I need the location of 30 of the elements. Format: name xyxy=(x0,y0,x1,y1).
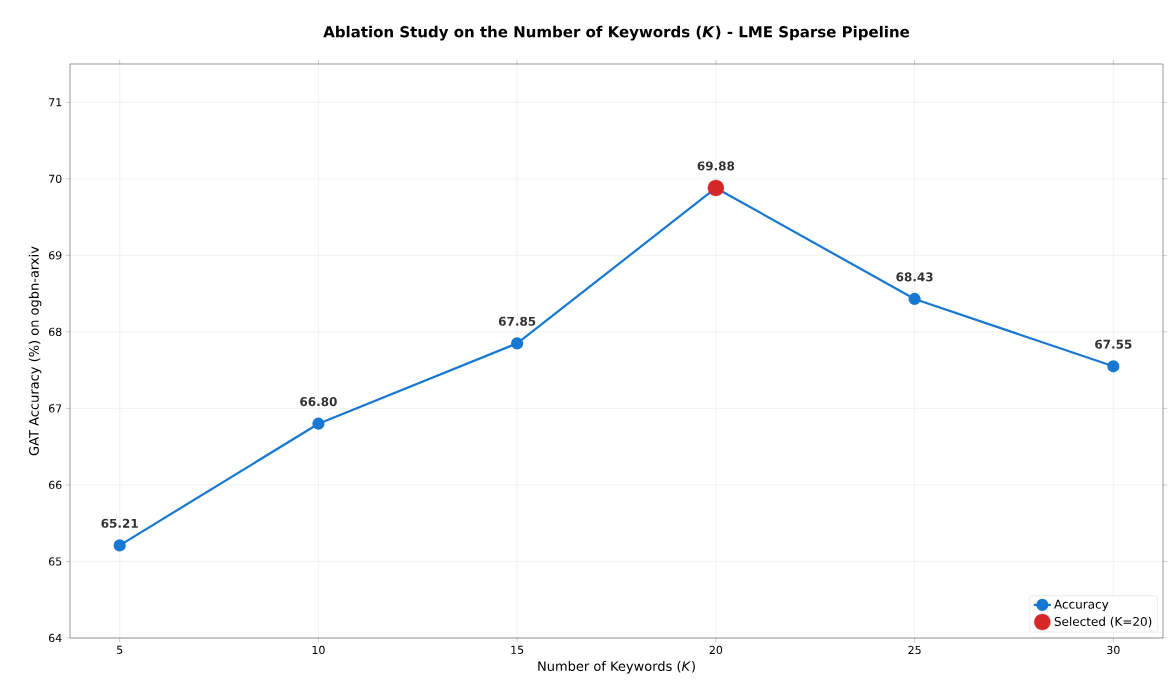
y-tick-label: 64 xyxy=(48,633,62,643)
point xyxy=(113,539,126,552)
x-tick-label: 5 xyxy=(117,645,123,654)
chart-title: Ablation Study on the Number of Keywords (K) - LME Sparse Pipeline xyxy=(323,25,910,41)
x-tick-label: 30 xyxy=(1107,645,1120,655)
x-tick-label: 15 xyxy=(511,645,524,654)
point xyxy=(908,292,921,306)
data-label: 68.43 xyxy=(896,272,933,282)
point xyxy=(1107,360,1120,373)
legend-label: Selected (K=20) xyxy=(1054,616,1152,628)
y-tick-label: 67 xyxy=(48,404,62,413)
y-tick-label: 65 xyxy=(48,557,62,566)
point xyxy=(312,417,325,430)
data-label: 66.80 xyxy=(300,397,337,407)
x-tick-label: 25 xyxy=(908,645,921,655)
data-label: 65.21 xyxy=(101,518,138,528)
data-label: 67.85 xyxy=(498,316,536,326)
y-tick-label: 70 xyxy=(49,174,62,183)
y-tick-label: 69 xyxy=(48,251,62,260)
x-tick-label: 10 xyxy=(312,645,325,655)
point xyxy=(511,337,524,350)
data-label: 69.88 xyxy=(697,161,735,171)
legend-label: Accuracy xyxy=(1054,599,1109,612)
data-label: 67.55 xyxy=(1095,339,1132,349)
y-tick-label: 66 xyxy=(48,480,62,490)
y-axis-title: GAT Accuracy (%) on ogbn-arxiv xyxy=(28,246,42,456)
x-tick-label: 20 xyxy=(709,645,723,655)
y-tick-label: 68 xyxy=(48,327,62,337)
x-axis-title: Number of Keywords (K) xyxy=(538,660,695,674)
y-tick-label: 71 xyxy=(49,98,62,107)
